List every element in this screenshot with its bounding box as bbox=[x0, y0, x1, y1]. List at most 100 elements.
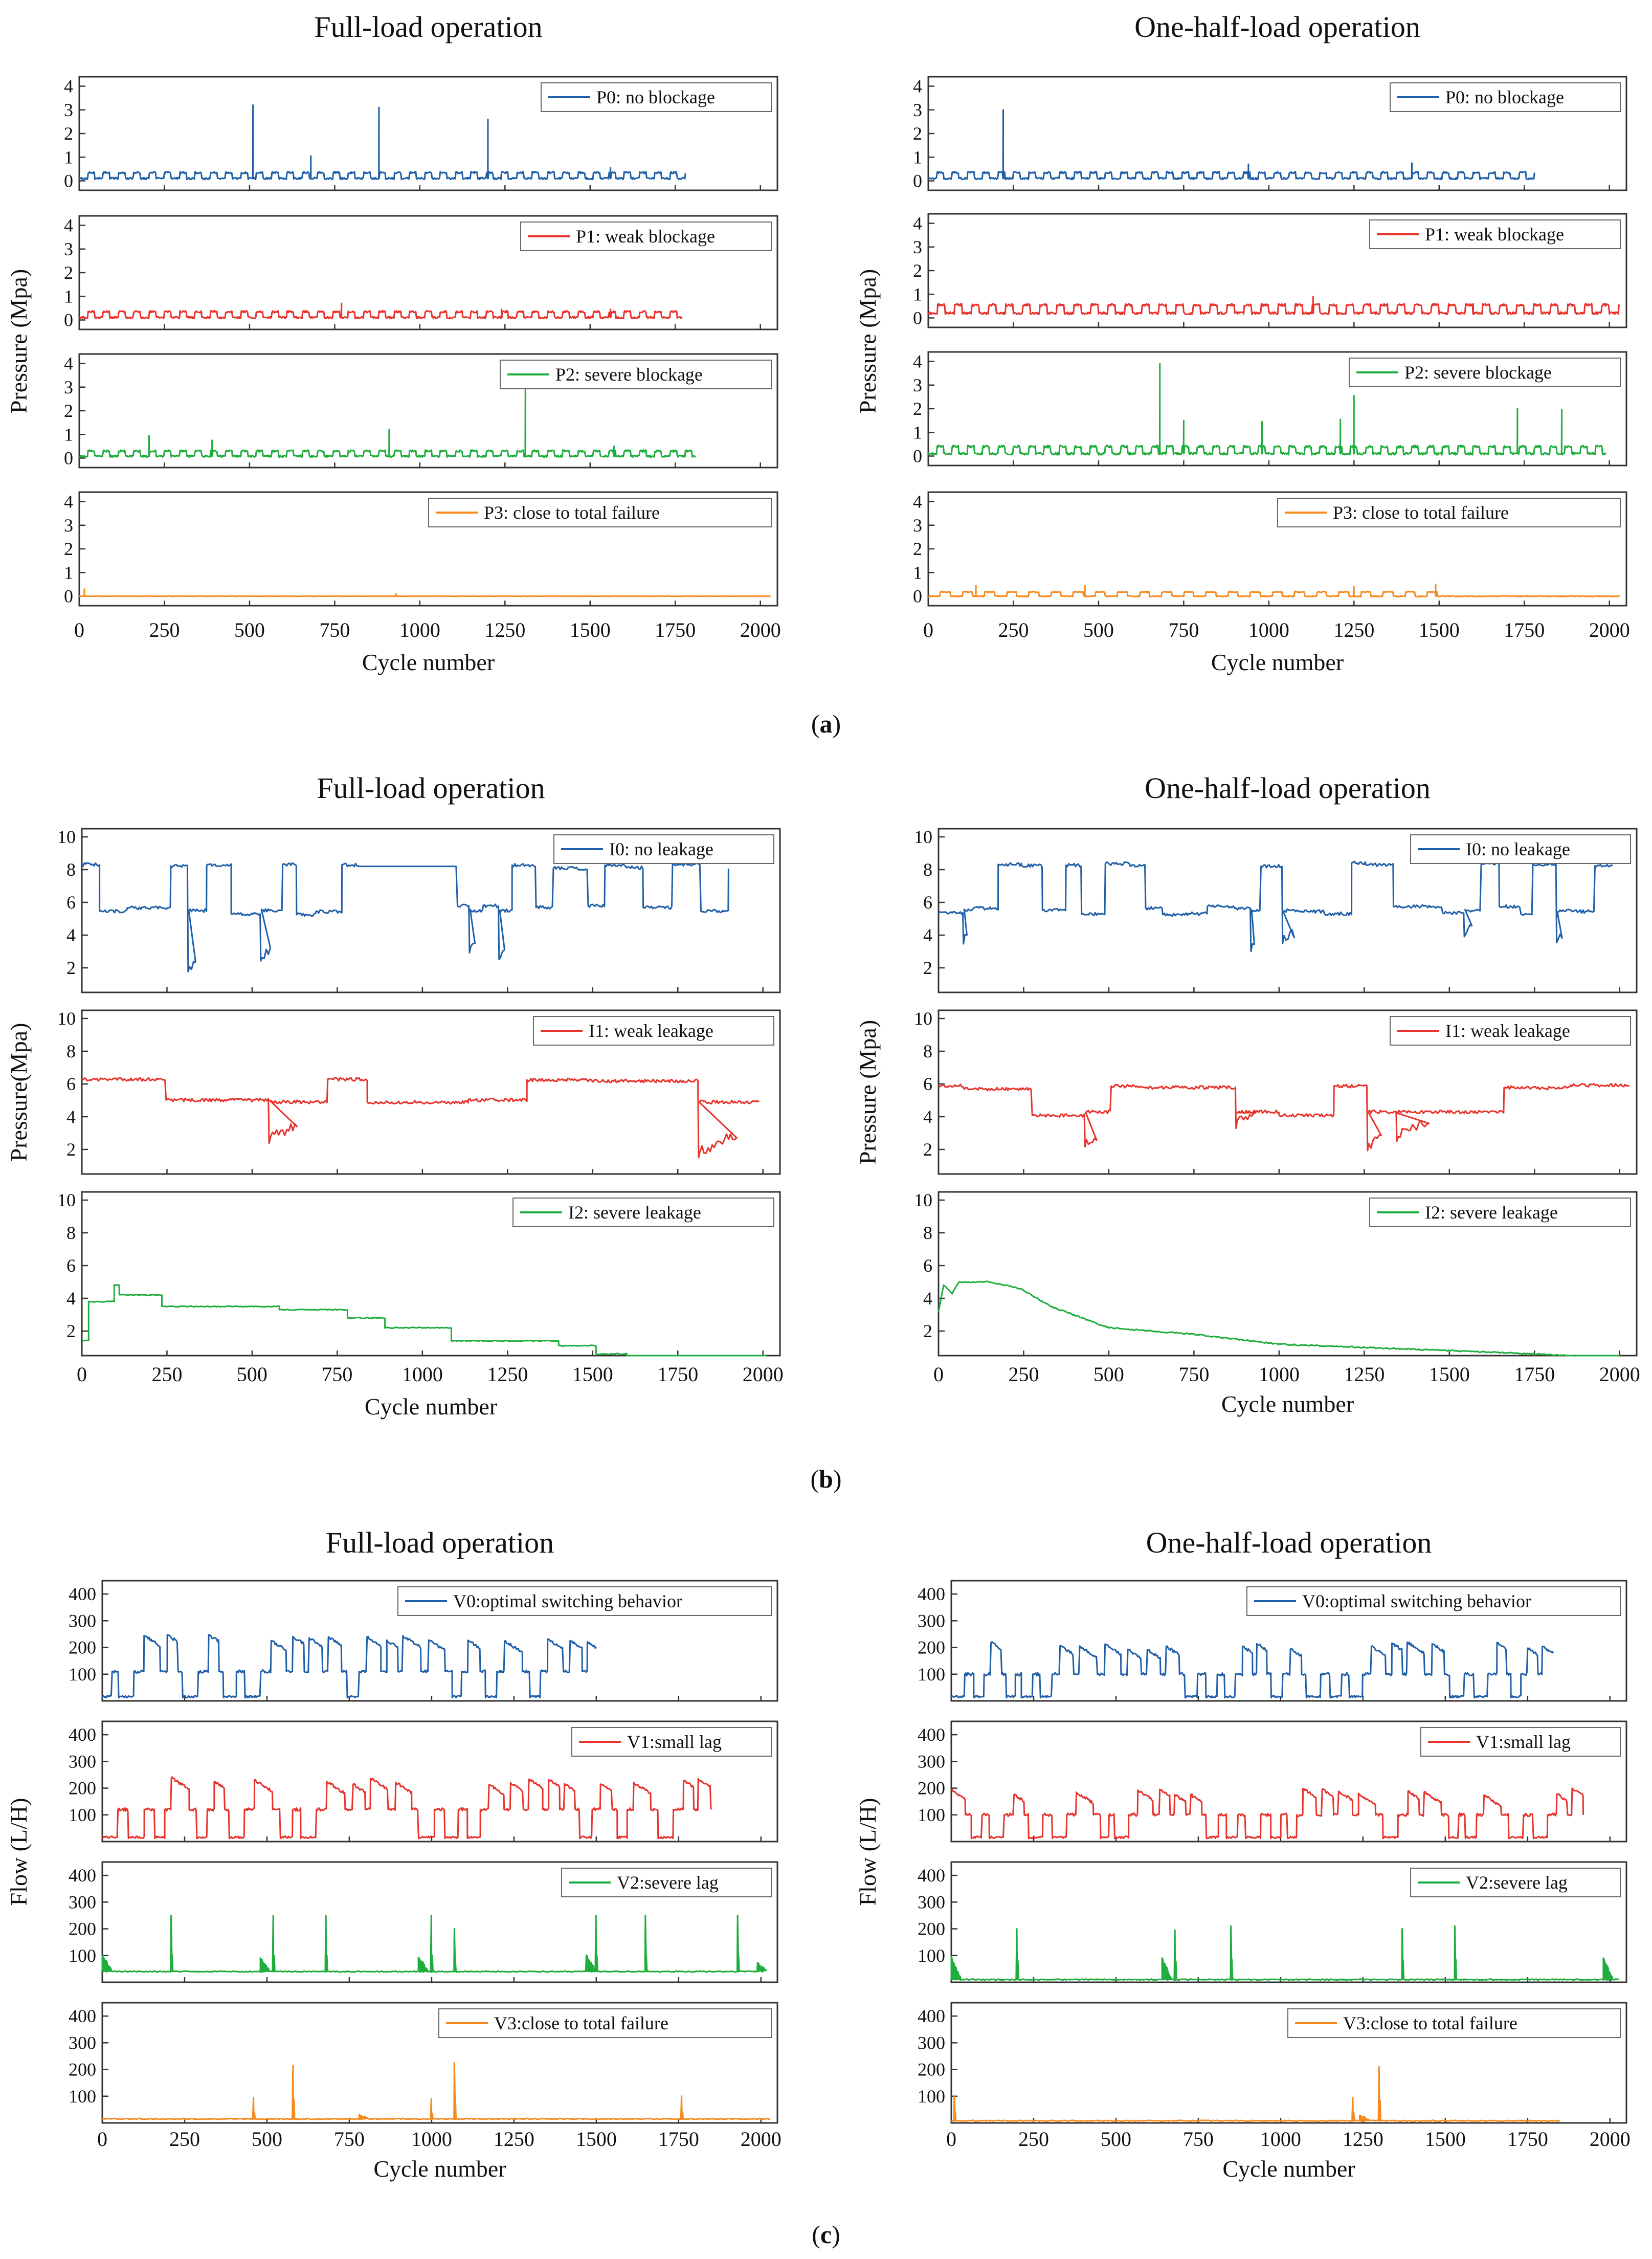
y-tick-label: 300 bbox=[918, 2032, 945, 2053]
series-line bbox=[950, 1641, 1554, 1699]
y-tick-label: 4 bbox=[913, 492, 922, 512]
y-tick-label: 2 bbox=[913, 398, 922, 419]
x-tick-label: 1000 bbox=[1259, 1363, 1300, 1386]
x-tick-label: 2000 bbox=[740, 618, 781, 641]
y-tick-label: 1 bbox=[913, 422, 922, 442]
y-tick-label: 1 bbox=[64, 147, 73, 167]
x-tick-label: 1750 bbox=[1507, 2128, 1548, 2151]
y-tick-label: 2 bbox=[66, 958, 76, 978]
legend-label: P0: no blockage bbox=[596, 87, 715, 107]
x-tick-label: 500 bbox=[1101, 2128, 1131, 2151]
y-axis-label: Pressure (Mpa) bbox=[6, 269, 32, 413]
x-tick-label: 250 bbox=[1008, 1363, 1039, 1386]
y-tick-label: 200 bbox=[69, 1637, 96, 1658]
panel-label-b: (b) bbox=[810, 1465, 841, 1493]
series-line bbox=[951, 2066, 1560, 2122]
y-tick-label: 6 bbox=[66, 892, 76, 913]
y-tick-label: 2 bbox=[913, 123, 922, 144]
y-tick-label: 100 bbox=[69, 1945, 96, 1966]
x-tick-label: 1750 bbox=[1514, 1363, 1555, 1386]
y-tick-label: 8 bbox=[66, 859, 76, 880]
x-tick-label: 1500 bbox=[570, 618, 611, 641]
x-tick-label: 1000 bbox=[1260, 2128, 1301, 2151]
y-tick-label: 4 bbox=[66, 1288, 76, 1309]
x-tick-label: 0 bbox=[74, 618, 84, 641]
x-tick-label: 250 bbox=[998, 618, 1029, 641]
legend-box bbox=[438, 2008, 772, 2038]
x-tick-label: 500 bbox=[234, 618, 265, 641]
y-tick-label: 400 bbox=[918, 2006, 945, 2026]
series-line bbox=[938, 860, 1613, 953]
y-tick-label: 6 bbox=[923, 1255, 932, 1276]
series-line bbox=[927, 583, 1620, 597]
x-tick-label: 500 bbox=[252, 2128, 282, 2151]
legend-box bbox=[428, 498, 772, 527]
legend-box bbox=[1246, 1586, 1621, 1616]
y-tick-label: 8 bbox=[66, 1041, 76, 1061]
y-tick-label: 10 bbox=[57, 1190, 76, 1210]
legend-label: P3: close to total failure bbox=[484, 502, 660, 523]
legend-box bbox=[397, 1586, 772, 1616]
plot-frame bbox=[937, 1009, 1638, 1175]
y-tick-label: 2 bbox=[64, 539, 73, 559]
y-tick-label: 100 bbox=[69, 1805, 96, 1825]
chart-b-half: One-half-load operation 2 4 6 8 10 I0: no leak… bbox=[855, 771, 1640, 1417]
x-tick-label: 1500 bbox=[572, 1363, 613, 1386]
subplot-a-half-2: 0 1 2 3 4 P2: severe blockage bbox=[913, 351, 1627, 467]
y-tick-label: 400 bbox=[918, 1584, 945, 1604]
x-tick-label: 250 bbox=[1018, 2128, 1049, 2151]
series-line bbox=[102, 1776, 712, 1840]
x-tick-label: 250 bbox=[149, 618, 180, 641]
x-tick-label: 0 bbox=[946, 2128, 956, 2151]
x-tick-label: 750 bbox=[334, 2128, 365, 2151]
chart-c-full: Full-load operation 100 200 300 400 V0:optima… bbox=[6, 1526, 782, 2182]
plot-frame bbox=[101, 1580, 778, 1702]
panel-label-a: (a) bbox=[811, 710, 841, 738]
x-tick-label: 1500 bbox=[1425, 2128, 1466, 2151]
y-axis-label: Pressure (Mpa) bbox=[855, 1020, 881, 1164]
x-tick-label: 0 bbox=[77, 1363, 87, 1386]
x-tick-label: 2000 bbox=[1589, 618, 1630, 641]
plot-frame bbox=[950, 1580, 1627, 1702]
legend-label: V1:small lag bbox=[627, 1732, 722, 1752]
y-tick-label: 8 bbox=[66, 1223, 76, 1243]
panel-label-c-letter: c bbox=[820, 2220, 832, 2249]
y-tick-label: 200 bbox=[69, 1778, 96, 1799]
legend-label: V2:severe lag bbox=[1466, 1872, 1568, 1893]
legend-box bbox=[1287, 2008, 1621, 2038]
legend-label: P2: severe blockage bbox=[555, 364, 703, 385]
y-tick-label: 300 bbox=[69, 1892, 96, 1912]
y-tick-label: 2 bbox=[66, 1139, 76, 1160]
x-tick-label: 1500 bbox=[1429, 1363, 1470, 1386]
y-tick-label: 1 bbox=[64, 286, 73, 306]
x-tick-label: 750 bbox=[1168, 618, 1199, 641]
series-line bbox=[79, 104, 686, 181]
y-tick-label: 300 bbox=[69, 2032, 96, 2053]
series-line bbox=[950, 1925, 1620, 1981]
y-axis-label: Pressure(Mpa) bbox=[6, 1023, 32, 1162]
panel-label-b-letter: b bbox=[819, 1465, 833, 1493]
chart-title: Full-load operation bbox=[314, 10, 542, 43]
legend-label: V1:small lag bbox=[1476, 1732, 1571, 1752]
series-line bbox=[79, 302, 683, 320]
y-tick-label: 0 bbox=[913, 586, 922, 607]
x-tick-label: 1250 bbox=[1333, 618, 1374, 641]
y-tick-label: 0 bbox=[64, 586, 73, 607]
y-axis-label: Flow (L/H) bbox=[6, 1798, 32, 1906]
series-line bbox=[79, 588, 771, 597]
x-tick-label: 500 bbox=[1093, 1363, 1124, 1386]
y-tick-label: 10 bbox=[57, 1008, 76, 1029]
x-tick-label: 1000 bbox=[1248, 618, 1289, 641]
legend-label: I2: severe leakage bbox=[568, 1202, 701, 1223]
y-tick-label: 0 bbox=[913, 308, 922, 328]
subplot-c-half-0: 100 200 300 400 V0:optimal switching behavio… bbox=[918, 1580, 1627, 1702]
y-tick-label: 8 bbox=[923, 1041, 932, 1061]
y-tick-label: 300 bbox=[918, 1892, 945, 1912]
subplot-c-full-2: 100 200 300 400 V2:severe lag bbox=[69, 1861, 778, 1983]
subplot-c-full-0: 100 200 300 400 V0:optimal switching behavio… bbox=[69, 1580, 778, 1702]
x-tick-label: 1000 bbox=[399, 618, 440, 641]
legend-label: P0: no blockage bbox=[1445, 87, 1564, 107]
svg-text:(b): (b) bbox=[810, 1465, 841, 1493]
